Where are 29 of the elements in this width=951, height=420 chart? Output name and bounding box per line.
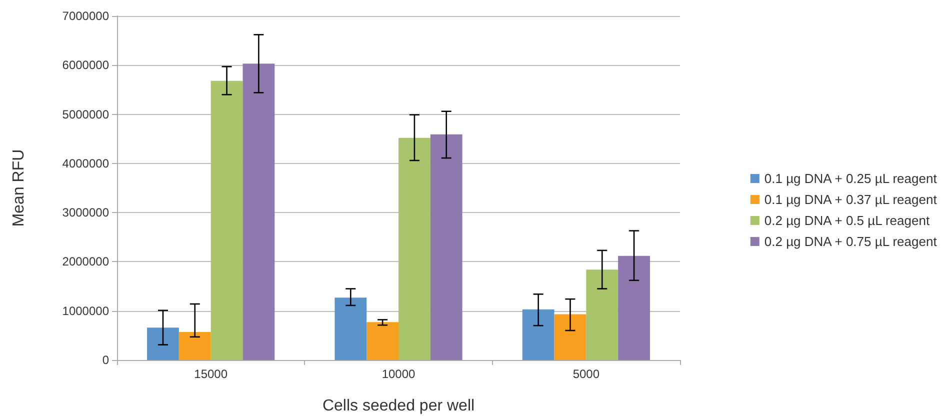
x-tick-label: 10000 — [382, 367, 416, 381]
bar — [398, 138, 430, 360]
bar — [242, 64, 275, 360]
y-tick-label: 1000000 — [62, 304, 110, 318]
y-tick-label: 6000000 — [62, 58, 110, 72]
y-tick-label: 3000000 — [62, 206, 110, 220]
y-tick-label: 4000000 — [62, 156, 110, 170]
bar — [147, 328, 179, 360]
legend-label: 0.2 µg DNA + 0.5 µL reagent — [764, 213, 930, 228]
bar — [522, 309, 554, 360]
legend-label: 0.1 µg DNA + 0.25 µL reagent — [764, 171, 938, 186]
x-tick-label: 15000 — [194, 367, 228, 381]
bar — [366, 322, 398, 360]
bar — [554, 314, 586, 360]
bar — [178, 332, 211, 360]
legend-label: 0.1 µg DNA + 0.37 µL reagent — [764, 192, 938, 207]
y-axis-title: Mean RFU — [10, 149, 28, 227]
bar — [430, 134, 462, 360]
y-tick-label: 0 — [102, 353, 110, 367]
x-axis-title: Cells seeded per well — [322, 398, 475, 414]
bar — [586, 270, 618, 360]
bar — [618, 256, 650, 360]
bar — [334, 298, 367, 360]
bar — [210, 80, 243, 360]
legend-label: 0.2 µg DNA + 0.75 µL reagent — [764, 234, 938, 249]
x-tick-label: 5000 — [572, 367, 600, 381]
y-tick-label: 2000000 — [62, 254, 110, 269]
y-tick-label: 7000000 — [62, 9, 110, 23]
y-tick-label: 5000000 — [62, 107, 110, 122]
